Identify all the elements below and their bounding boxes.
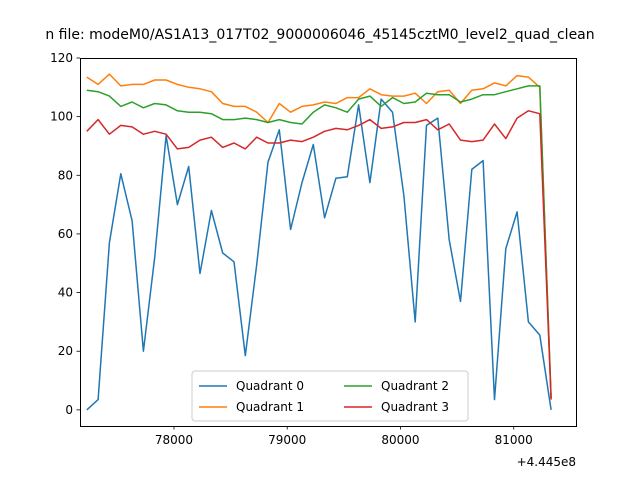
legend-label-quadrant-2: Quadrant 2	[381, 379, 449, 393]
x-tick-label: 78000	[155, 433, 193, 447]
series-line-quadrant-3	[86, 110, 552, 400]
series-line-quadrant-1	[86, 73, 552, 399]
y-tick-label: 0	[65, 403, 73, 417]
x-tick-label: 79000	[268, 433, 306, 447]
y-tick-label: 40	[58, 286, 73, 300]
x-tick-label: 80000	[381, 433, 419, 447]
y-tick-label: 120	[50, 51, 73, 65]
axes-frame	[80, 58, 577, 427]
x-offset-label: +4.445e8	[517, 455, 576, 469]
y-axis: 0 20 40 60 80 100 120	[50, 51, 80, 417]
legend-label-quadrant-0: Quadrant 0	[236, 379, 304, 393]
legend-label-quadrant-3: Quadrant 3	[381, 400, 449, 414]
plot-area	[86, 73, 552, 411]
x-axis: 78000 79000 80000 81000	[155, 426, 533, 447]
y-tick-label: 60	[58, 227, 73, 241]
y-tick-label: 80	[58, 168, 73, 182]
legend-label-quadrant-1: Quadrant 1	[236, 400, 304, 414]
y-tick-label: 100	[50, 110, 73, 124]
legend: Quadrant 0 Quadrant 1 Quadrant 2 Quadrant 3	[191, 370, 469, 422]
legend-frame	[191, 370, 469, 422]
series-line-quadrant-2	[86, 85, 552, 399]
series-line-quadrant-0	[86, 98, 552, 411]
y-tick-label: 20	[58, 344, 73, 358]
x-tick-label: 81000	[495, 433, 533, 447]
chart-title: n file: modeM0/AS1A13_017T02_9000006046_…	[45, 27, 594, 43]
